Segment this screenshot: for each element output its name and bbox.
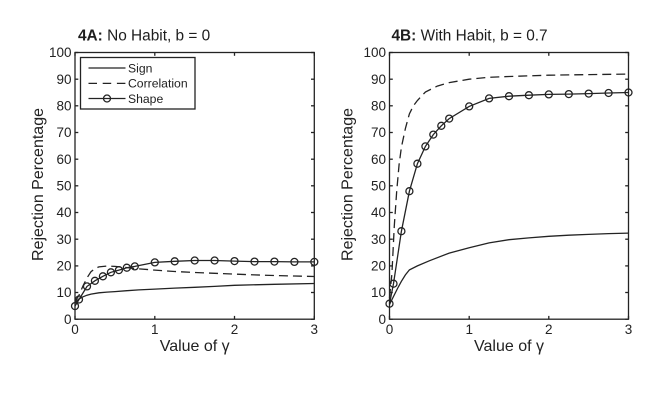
svg-text:30: 30 bbox=[371, 232, 386, 247]
svg-text:90: 90 bbox=[371, 72, 386, 87]
svg-text:0: 0 bbox=[386, 322, 394, 337]
svg-text:20: 20 bbox=[371, 259, 386, 274]
svg-text:80: 80 bbox=[56, 98, 71, 113]
svg-text:20: 20 bbox=[56, 259, 71, 274]
svg-text:2: 2 bbox=[231, 322, 239, 337]
svg-text:3: 3 bbox=[625, 322, 633, 337]
svg-text:50: 50 bbox=[371, 178, 386, 193]
svg-text:Sign: Sign bbox=[128, 61, 152, 75]
svg-text:3: 3 bbox=[311, 322, 319, 337]
svg-text:100: 100 bbox=[49, 45, 72, 60]
svg-text:Correlation: Correlation bbox=[128, 77, 188, 91]
svg-text:Rejection Percentage: Rejection Percentage bbox=[30, 108, 47, 261]
svg-text:70: 70 bbox=[371, 125, 386, 140]
svg-text:Rejection Percentage: Rejection Percentage bbox=[340, 108, 357, 261]
svg-text:0: 0 bbox=[64, 312, 72, 327]
svg-text:4A: No Habit, b = 0: 4A: No Habit, b = 0 bbox=[78, 28, 210, 45]
svg-text:80: 80 bbox=[371, 98, 386, 113]
svg-text:1: 1 bbox=[465, 322, 473, 337]
svg-text:40: 40 bbox=[56, 205, 71, 220]
svg-text:100: 100 bbox=[363, 45, 386, 60]
svg-text:10: 10 bbox=[371, 285, 386, 300]
svg-text:4B: With Habit, b = 0.7: 4B: With Habit, b = 0.7 bbox=[392, 28, 548, 45]
svg-text:10: 10 bbox=[56, 285, 71, 300]
svg-text:Value of γ: Value of γ bbox=[474, 338, 544, 355]
svg-text:Shape: Shape bbox=[128, 92, 163, 106]
svg-text:0: 0 bbox=[378, 312, 386, 327]
svg-text:0: 0 bbox=[71, 322, 79, 337]
svg-text:60: 60 bbox=[371, 152, 386, 167]
svg-text:Value of γ: Value of γ bbox=[160, 338, 230, 355]
svg-text:70: 70 bbox=[56, 125, 71, 140]
svg-text:60: 60 bbox=[56, 152, 71, 167]
svg-text:1: 1 bbox=[151, 322, 159, 337]
svg-text:50: 50 bbox=[56, 178, 71, 193]
svg-text:40: 40 bbox=[371, 205, 386, 220]
svg-text:2: 2 bbox=[545, 322, 553, 337]
svg-text:90: 90 bbox=[56, 72, 71, 87]
svg-text:30: 30 bbox=[56, 232, 71, 247]
